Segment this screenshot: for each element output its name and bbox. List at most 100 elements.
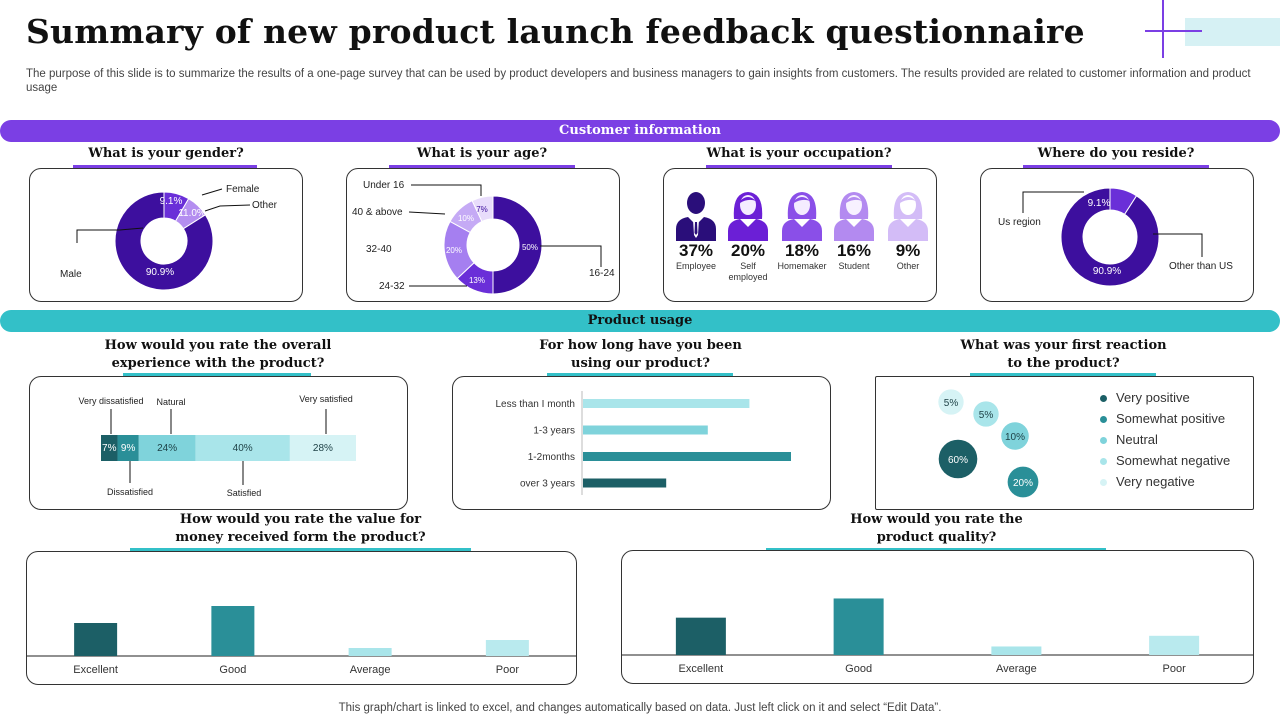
question-age: What is your age? — [416, 146, 548, 161]
age-card: Under 16 40 & above 32-40 16-24 24-32 50… — [346, 168, 620, 302]
occupation-label: Student — [838, 261, 870, 271]
category-label: over 3 years — [520, 479, 575, 490]
category-label: Good — [845, 663, 872, 675]
age-donut-chart: Under 16 40 & above 32-40 16-24 24-32 50… — [352, 180, 615, 295]
occupation-item: 20% Self employed — [721, 189, 775, 283]
category-label: Dissatisfied — [107, 487, 153, 497]
legend-label-under-16: Under 16 — [363, 180, 405, 191]
gender-card: Female Other Male 9.1% 11.0% 90.9% — [29, 168, 303, 302]
occupation-label: Self employed — [728, 261, 768, 282]
bubble-very-negative — [938, 389, 964, 415]
bar-poor — [1149, 635, 1200, 655]
leader-line — [201, 188, 223, 196]
question-gender: What is your gender? — [88, 146, 244, 161]
gender-donut-chart: Female Other Male 9.1% 11.0% 90.9% — [60, 184, 278, 291]
bar-excellent — [74, 623, 118, 656]
title-underline — [130, 548, 471, 551]
category-label: Very dissatisfied — [78, 396, 143, 406]
category-label: Natural — [156, 397, 185, 407]
female-user-icon — [888, 192, 928, 241]
occupation-percent: 9% — [895, 241, 921, 260]
question-experience-line2: experience with the product? — [111, 356, 325, 371]
data-label: 40% — [233, 443, 253, 454]
bar-poor — [485, 640, 529, 656]
leader-line — [76, 227, 144, 243]
bar-dissatisfied — [117, 435, 139, 461]
question-value: How would you rate the value for money r… — [26, 511, 575, 547]
legend-label-40-above: 40 & above — [352, 207, 403, 218]
category-label: Average — [350, 664, 391, 676]
legend-label: Very negative — [1116, 474, 1195, 489]
data-label: 5% — [944, 398, 959, 409]
occupation-label: Employee — [675, 261, 717, 271]
question-quality-line2: product quality? — [876, 530, 997, 545]
category-label: Satisfied — [227, 488, 262, 498]
female-user-icon — [834, 192, 874, 241]
category-label: Excellent — [679, 663, 724, 675]
data-label: 24% — [157, 443, 177, 454]
occupation-percent: 20% — [730, 241, 766, 260]
quality-bar-chart: Excellent Good Average Poor — [622, 598, 1253, 675]
title-underline — [970, 373, 1156, 376]
corner-decoration-line — [1145, 30, 1202, 32]
legend-label-other-than-us: Other than US — [1169, 261, 1233, 272]
category-label: Poor — [1163, 663, 1187, 675]
legend-dot — [1100, 437, 1107, 445]
data-label-40-above: 10% — [458, 214, 474, 223]
question-quality: How would you rate the product quality? — [621, 511, 1252, 547]
leader-line — [540, 245, 602, 267]
bar-good — [833, 598, 884, 655]
legend-label: Somewhat negative — [1116, 453, 1231, 468]
legend-dot — [1100, 395, 1107, 403]
question-duration-line1: For how long have you been — [539, 338, 742, 353]
category-label: Less than I month — [496, 399, 576, 410]
leader-line — [1153, 233, 1203, 257]
bar-very-dissatisfied — [101, 435, 118, 461]
data-label-us-region: 9.1% — [1088, 198, 1111, 209]
title-underline — [547, 373, 733, 376]
legend-label: Somewhat positive — [1116, 411, 1226, 426]
female-user-icon — [728, 192, 768, 241]
legend-label-male: Male — [60, 269, 82, 280]
data-label-32-40: 20% — [446, 246, 462, 255]
legend-label: Very positive — [1116, 390, 1190, 405]
occupation-item: 9% Other — [881, 189, 935, 272]
bar-1-3-years — [583, 425, 708, 435]
bar-very-satisfied — [289, 435, 356, 461]
legend-label: Neutral — [1116, 432, 1158, 447]
legend-label-24-32: 24-32 — [379, 281, 405, 292]
title-underline — [766, 548, 1106, 551]
duration-card: Less than I month 1-3 years 1-2months over … — [452, 376, 831, 510]
legend-item-somewhat-positive: Somewhat positive — [1100, 411, 1225, 426]
bubble-somewhat-positive — [1007, 466, 1039, 498]
question-value-line1: How would you rate the value for — [179, 512, 422, 527]
category-label: 1-3 years — [533, 426, 575, 437]
question-experience-line1: How would you rate the overall — [104, 338, 332, 353]
data-label: 10% — [1005, 432, 1025, 443]
data-label: 5% — [979, 410, 994, 421]
question-reside: Where do you reside? — [1037, 146, 1195, 161]
donut-slice-16-24 — [492, 195, 543, 295]
occupation-percent: 37% — [678, 241, 714, 260]
leader-line — [411, 184, 482, 196]
question-quality-line1: How would you rate the — [850, 512, 1023, 527]
bar-excellent — [675, 617, 726, 655]
reaction-card: 60% 20% 10% 5% 5% Very positive Somewhat posi… — [875, 376, 1254, 510]
legend-item-neutral: Neutral — [1100, 432, 1158, 447]
bubble-somewhat-negative — [973, 401, 999, 427]
title-underline — [73, 165, 257, 168]
reside-card: Us region Other than US 9.1% 90.9% — [980, 168, 1254, 302]
data-label: 7% — [102, 443, 117, 454]
occupation-label: Other — [896, 261, 920, 271]
category-label: Good — [219, 664, 246, 676]
question-occupation: What is your occupation? — [706, 146, 892, 161]
donut-slice-under-16 — [471, 195, 494, 223]
section-band-customer: Customer information — [0, 120, 1280, 142]
value-card: Excellent Good Average Poor — [26, 551, 577, 685]
female-user-icon — [782, 192, 822, 241]
value-bar-chart: Excellent Good Average Poor — [27, 606, 576, 676]
data-label-male: 90.9% — [146, 267, 174, 278]
bar-natural — [138, 435, 196, 461]
experience-stacked-bar-chart: 7% 9% 24% 40% 28% Very dissatisfied Natural … — [78, 394, 356, 498]
data-label-other: 11.0% — [178, 208, 206, 219]
